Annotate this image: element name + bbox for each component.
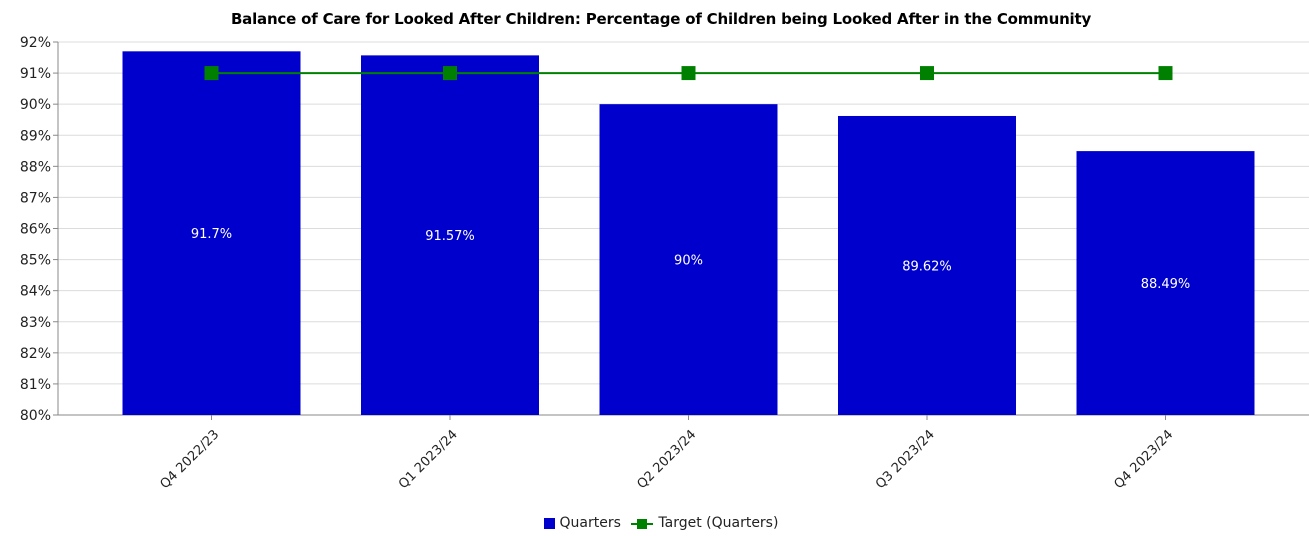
y-tick-label: 90% [20,97,51,113]
y-tick-label: 80% [20,408,51,424]
y-tick-label: 86% [20,222,51,238]
bar [361,55,539,415]
x-tick-label: Q4 2023/24 [1112,427,1177,492]
x-tick-label: Q1 2023/24 [396,427,461,492]
y-tick-label: 88% [20,159,51,175]
bar [838,115,1016,415]
y-tick-label: 81% [20,377,51,393]
y-tick-label: 84% [20,284,51,300]
legend-swatch-bar [543,517,555,529]
y-tick-label: 82% [20,346,51,362]
legend-item-target: Target (Quarters) [631,515,778,531]
y-tick-label: 87% [20,190,51,206]
y-tick-label: 83% [20,315,51,331]
data-label: 91.7% [191,227,232,242]
bar [599,104,778,416]
x-tick-label: Q3 2023/24 [873,427,938,492]
legend-item-quarters: Quarters [543,515,621,531]
x-tick-label: Q4 2022/23 [158,427,223,492]
legend: Quarters Target (Quarters) [0,515,1309,533]
target-marker [920,66,934,81]
plot-area: 80% 81% 82% 83% 84% 85% 86% 87% 88% 89% 90% 91% 92% 9… [20,35,1309,492]
legend-swatch-line [631,518,654,529]
target-marker [1158,66,1173,81]
bar [122,51,301,415]
data-label: 90% [674,254,703,269]
bar [1076,151,1255,416]
y-tick-label: 89% [20,128,51,144]
y-tick-label: 91% [20,66,51,82]
target-marker [443,66,457,81]
data-label: 89.62% [902,259,952,274]
legend-label-quarters: Quarters [559,515,621,531]
target-marker [681,66,696,81]
y-tick-label: 92% [20,35,51,51]
data-label: 88.49% [1141,277,1191,292]
y-tick-label: 85% [20,253,51,269]
x-tick-label: Q2 2023/24 [635,427,700,492]
legend-label-target: Target (Quarters) [658,515,779,531]
target-marker [204,66,219,81]
data-label: 91.57% [425,229,475,244]
chart-title: Balance of Care for Looked After Childre… [230,10,1092,28]
